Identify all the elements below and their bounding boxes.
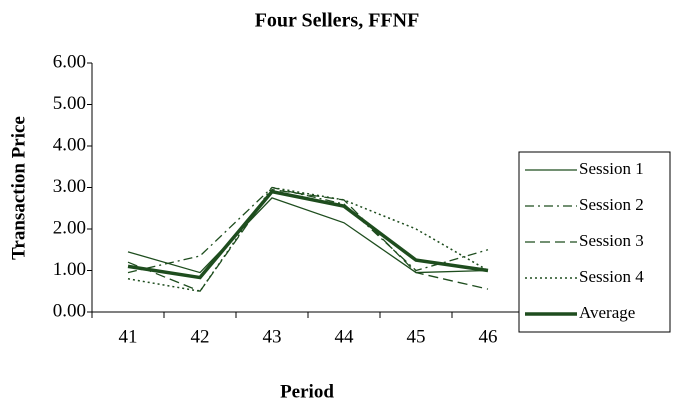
legend-label: Session 1 — [579, 159, 644, 178]
y-tick-label: 1.00 — [53, 259, 86, 280]
y-tick-label: 4.00 — [53, 134, 86, 155]
x-tick-label: 44 — [335, 326, 355, 347]
legend-label: Session 3 — [579, 231, 644, 250]
series-line — [127, 186, 489, 274]
x-tick-label: 45 — [407, 326, 426, 347]
y-axis-label: Transaction Price — [8, 116, 29, 260]
series-line — [127, 189, 489, 280]
legend-label: Session 2 — [579, 195, 644, 214]
series-line — [127, 186, 489, 293]
series-line — [127, 188, 489, 293]
x-tick-label: 42 — [191, 326, 210, 347]
legend-label: Session 4 — [579, 267, 644, 286]
x-axis-label: Period — [280, 381, 334, 402]
y-tick-label: 0.00 — [53, 300, 86, 321]
y-tick-label: 3.00 — [53, 176, 86, 197]
x-tick-label: 46 — [479, 326, 498, 347]
x-tick-label: 41 — [119, 326, 138, 347]
x-tick-label: 43 — [263, 326, 282, 347]
legend-label: Average — [579, 303, 635, 322]
y-tick-label: 2.00 — [53, 217, 86, 238]
y-tick-label: 5.00 — [53, 93, 86, 114]
chart-title: Four Sellers, FFNF — [255, 10, 420, 32]
y-tick-label: 6.00 — [53, 51, 86, 72]
series-line — [127, 197, 489, 274]
